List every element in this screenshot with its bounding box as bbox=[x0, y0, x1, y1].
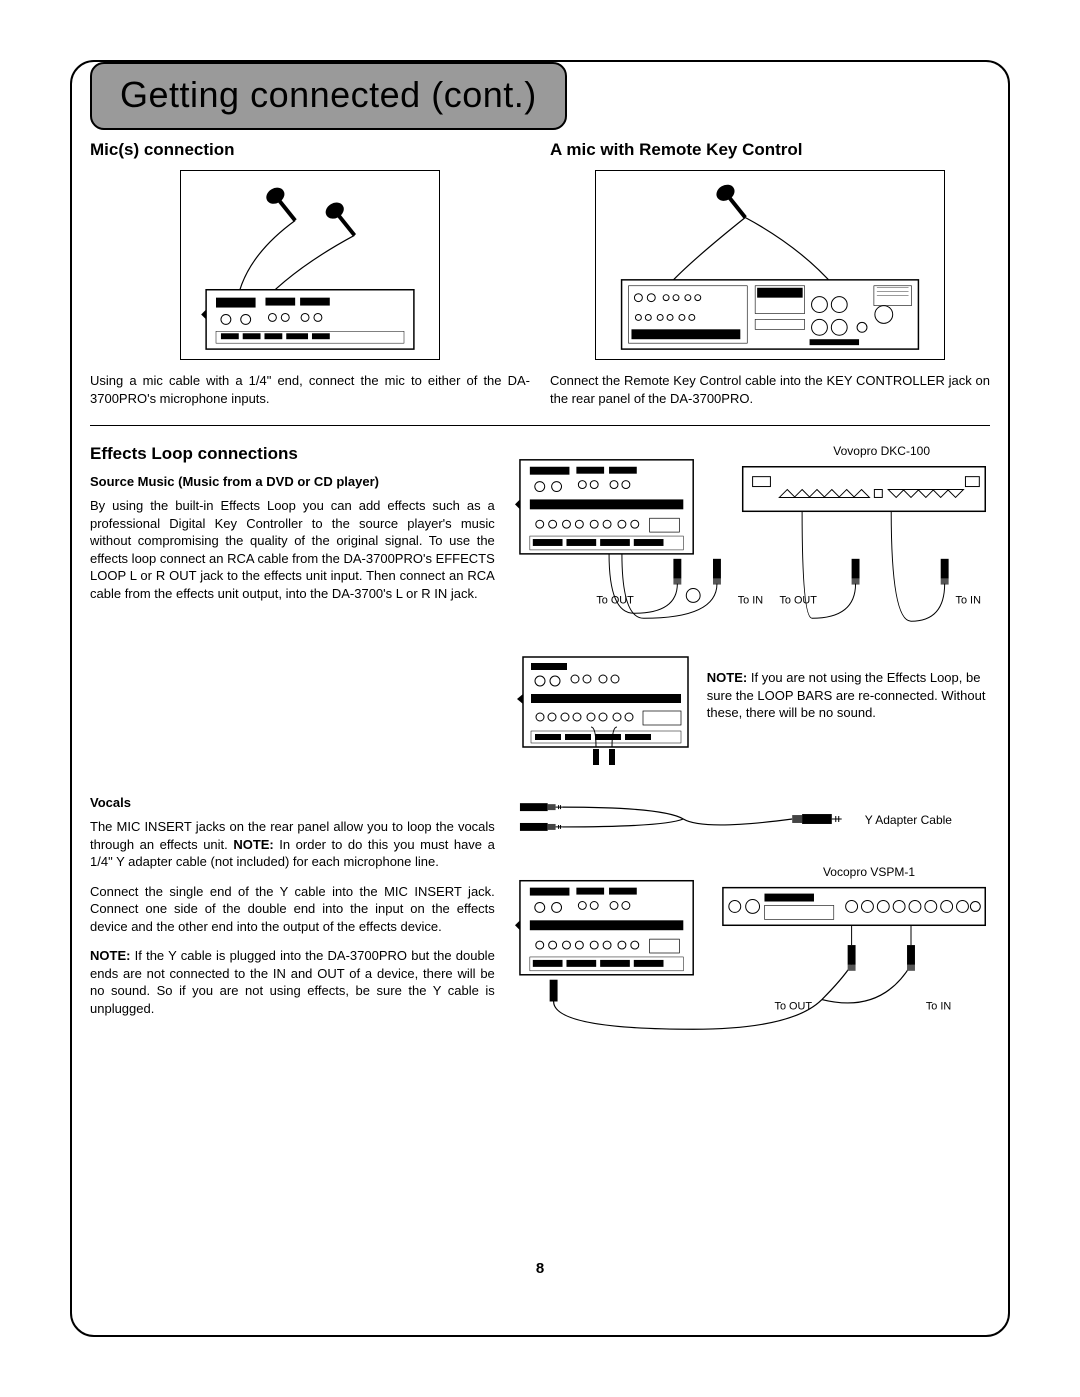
diagram-dkc100: Vovopro DKC-100 bbox=[515, 444, 990, 639]
label-vspm: Vocopro VSPM-1 bbox=[823, 865, 915, 879]
loop-bars-row: NOTE: If you are not using the Effects L… bbox=[515, 649, 990, 769]
title-tab: Getting connected (cont.) bbox=[90, 62, 567, 130]
remote-key-col: A mic with Remote Key Control bbox=[550, 140, 990, 407]
svg-text:To IN: To IN bbox=[955, 594, 980, 606]
svg-text:To OUT: To OUT bbox=[774, 1001, 812, 1013]
heading-remote: A mic with Remote Key Control bbox=[550, 140, 990, 160]
divider-1 bbox=[90, 425, 990, 426]
diagram-remote bbox=[595, 170, 945, 360]
vocals-fig-col: Y Adapter Cable Vocopro VSPM-1 bbox=[515, 785, 990, 1050]
text-mics: Using a mic cable with a 1/4" end, conne… bbox=[90, 372, 530, 407]
diagram-ycable: Y Adapter Cable bbox=[515, 785, 990, 855]
heading-mics: Mic(s) connection bbox=[90, 140, 530, 160]
subhead-vocals: Vocals bbox=[90, 795, 495, 810]
label-dkc100: Vovopro DKC-100 bbox=[833, 444, 930, 458]
note-prefix: NOTE: bbox=[707, 670, 747, 685]
effects-text-col: Effects Loop connections Source Music (M… bbox=[90, 444, 495, 769]
text-remote: Connect the Remote Key Control cable int… bbox=[550, 372, 990, 407]
diagram-loopbars bbox=[515, 649, 695, 769]
para-source-music: By using the built-in Effects Loop you c… bbox=[90, 497, 495, 602]
row-vocals: Vocals The MIC INSERT jacks on the rear … bbox=[90, 785, 990, 1050]
heading-effects: Effects Loop connections bbox=[90, 444, 495, 464]
effects-fig-col: Vovopro DKC-100 bbox=[515, 444, 990, 769]
diagram-mics bbox=[180, 170, 440, 360]
page-number: 8 bbox=[90, 1260, 990, 1277]
vocals-text-col: Vocals The MIC INSERT jacks on the rear … bbox=[90, 785, 495, 1017]
svg-text:To OUT: To OUT bbox=[779, 594, 817, 606]
note-loopbars-text: If you are not using the Effects Loop, b… bbox=[707, 670, 986, 720]
svg-text:To IN: To IN bbox=[926, 1001, 951, 1013]
page-title: Getting connected (cont.) bbox=[120, 74, 537, 116]
diagram-vspm: Vocopro VSPM-1 bbox=[515, 865, 990, 1040]
para-vocals-1: The MIC INSERT jacks on the rear panel a… bbox=[90, 818, 495, 871]
note-loopbars: NOTE: If you are not using the Effects L… bbox=[707, 649, 990, 722]
para-vocals-3: NOTE: If the Y cable is plugged into the… bbox=[90, 947, 495, 1017]
label-ycable: Y Adapter Cable bbox=[865, 813, 952, 827]
mics-connection-col: Mic(s) connection bbox=[90, 140, 530, 407]
para-vocals-2: Connect the single end of the Y cable in… bbox=[90, 883, 495, 936]
row-effects: Effects Loop connections Source Music (M… bbox=[90, 444, 990, 769]
svg-text:To IN: To IN bbox=[738, 594, 763, 606]
content-area: Mic(s) connection bbox=[90, 140, 990, 1317]
subhead-source-music: Source Music (Music from a DVD or CD pla… bbox=[90, 474, 495, 489]
row-mics: Mic(s) connection bbox=[90, 140, 990, 407]
svg-text:To OUT: To OUT bbox=[596, 594, 634, 606]
